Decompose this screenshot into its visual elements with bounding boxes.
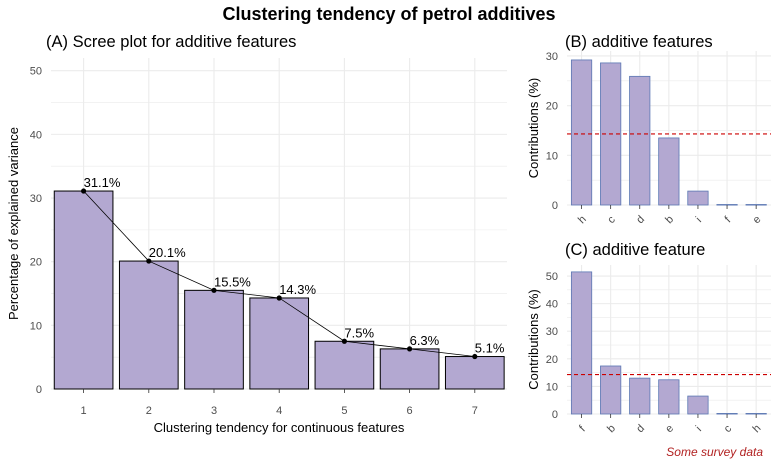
x-tick-label: 7	[472, 405, 478, 417]
y-tick-label: 0	[36, 384, 42, 396]
x-tick-label: c	[605, 213, 618, 226]
panel-title-b: (B) additive features	[565, 33, 713, 51]
bar-e	[658, 379, 680, 415]
figure-caption: Some survey data	[666, 445, 763, 459]
bar-3	[184, 289, 244, 390]
scree-point	[276, 295, 282, 301]
bar-c	[716, 413, 738, 415]
y-tick-label: 40	[546, 299, 558, 311]
bar-d	[629, 377, 651, 415]
y-tick-label: 20	[546, 101, 558, 113]
scree-plot-panel: (A) Scree plot for additive features 0 10 2…	[6, 33, 507, 435]
data-label: 14.3%	[279, 282, 316, 297]
y-tick-label: 10	[546, 150, 558, 162]
bar-7	[444, 356, 505, 390]
x-tick-label: f	[577, 423, 588, 434]
bar-b	[600, 365, 622, 415]
y-tick-label: 30	[546, 51, 558, 63]
x-tick-label: 3	[211, 405, 217, 417]
data-label: 20.1%	[149, 245, 186, 260]
data-label: 31.1%	[84, 175, 121, 190]
bar-h	[570, 59, 593, 206]
contributions-panel-c: (C) additive feature 0 10 20 30 40 50 f b d e i c h Co…	[526, 241, 771, 435]
y-tick-label: 50	[546, 271, 558, 283]
panel-title-a: (A) Scree plot for additive features	[46, 33, 296, 51]
bar-2	[118, 260, 179, 390]
bar-h	[745, 413, 767, 415]
y-axis-label: Contributions (%)	[526, 289, 541, 389]
y-tick-label: 50	[30, 66, 42, 78]
panel-title-c: (C) additive feature	[565, 241, 705, 259]
y-tick-label: 30	[30, 193, 42, 205]
x-tick-label: 4	[276, 405, 282, 417]
bar-1	[53, 190, 114, 390]
bar-6	[379, 348, 440, 390]
data-label: 6.3%	[410, 333, 440, 348]
x-tick-label: e	[663, 422, 676, 435]
data-label: 7.5%	[344, 325, 374, 340]
scree-point	[146, 258, 152, 264]
bar-i	[687, 190, 709, 206]
contributions-panel-b: (B) additive features 0 10 20 30 h c d b i f e Contr…	[526, 33, 771, 226]
x-tick-label: d	[634, 422, 647, 435]
x-tick-label: h	[751, 422, 764, 435]
x-tick-label: i	[694, 424, 704, 434]
x-tick-label: f	[723, 214, 734, 225]
y-tick-label: 0	[552, 200, 558, 212]
x-tick-label: b	[605, 422, 618, 435]
x-tick-label: 6	[407, 405, 413, 417]
bar-f	[570, 271, 593, 415]
scree-point	[81, 188, 87, 194]
scree-point	[472, 353, 478, 360]
y-tick-label: 20	[30, 257, 42, 269]
data-label: 5.1%	[475, 341, 505, 356]
y-axis-label: Contributions (%)	[526, 78, 541, 178]
x-tick-label: e	[751, 213, 764, 226]
x-tick-label: 1	[81, 405, 87, 417]
y-tick-label: 20	[546, 354, 558, 366]
bar-b	[658, 137, 680, 206]
y-tick-label: 10	[546, 381, 558, 393]
x-tick-label: h	[576, 213, 589, 226]
x-tick-label: 2	[146, 405, 152, 417]
y-tick-label: 0	[552, 409, 558, 421]
y-tick-label: 30	[546, 326, 558, 338]
y-axis-label: Percentage of explained variance	[6, 127, 21, 320]
bar-5	[314, 340, 375, 390]
x-tick-label: 5	[341, 405, 347, 417]
x-tick-label: i	[694, 215, 704, 225]
bar-d	[629, 75, 651, 206]
y-tick-label: 10	[30, 320, 42, 332]
scree-point	[407, 346, 413, 352]
x-axis-label: Clustering tendency for continuous featu…	[154, 420, 405, 435]
x-tick-label: b	[663, 213, 676, 226]
scree-point	[341, 338, 347, 344]
data-label: 15.5%	[214, 274, 251, 289]
y-tick-label: 40	[30, 129, 42, 141]
bar-i	[687, 395, 709, 415]
x-tick-label: d	[634, 213, 647, 226]
scree-point	[211, 287, 217, 293]
x-tick-label: c	[722, 422, 735, 435]
figure-title: Clustering tendency of petrol additives	[222, 4, 555, 24]
